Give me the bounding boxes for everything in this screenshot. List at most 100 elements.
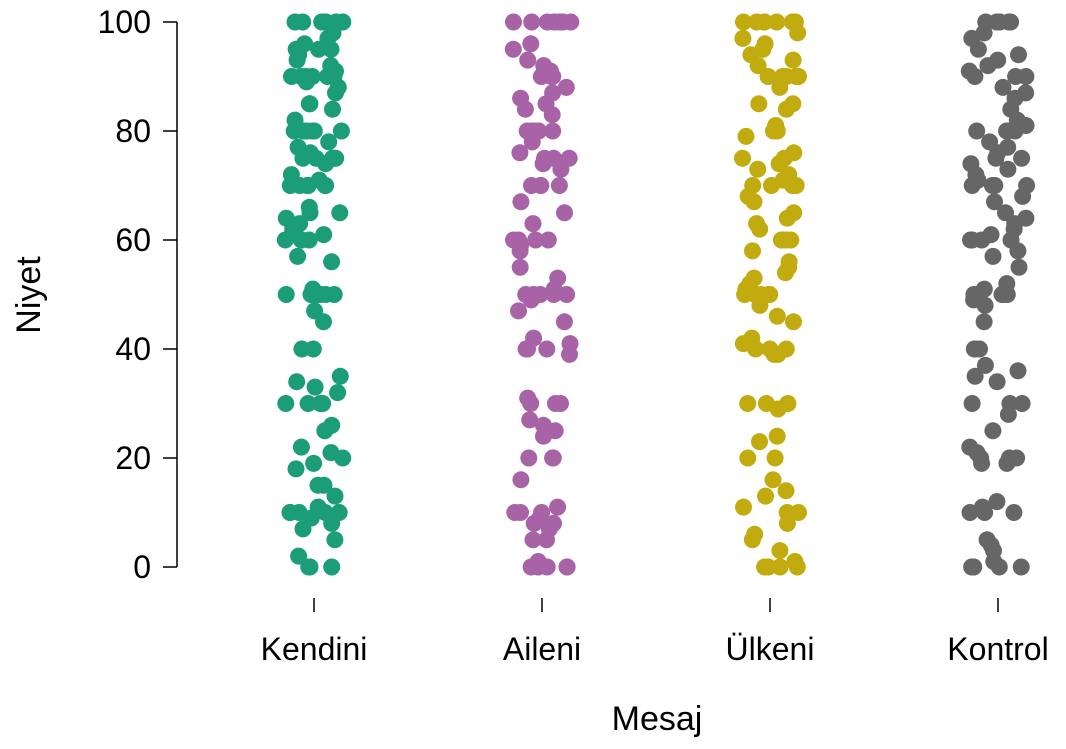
data-point xyxy=(276,231,294,249)
data-point xyxy=(334,449,352,467)
data-point xyxy=(277,395,295,412)
data-point xyxy=(519,340,536,358)
data-point xyxy=(975,313,993,331)
data-point xyxy=(998,286,1016,303)
x-tick-label: Kendini xyxy=(261,631,368,667)
y-tick-label: 100 xyxy=(98,4,151,40)
series-Kontrol xyxy=(960,13,1036,576)
data-point xyxy=(744,242,761,260)
data-point xyxy=(299,177,317,194)
data-point xyxy=(535,427,552,445)
data-point xyxy=(773,231,791,249)
data-point xyxy=(320,133,338,151)
data-point xyxy=(1010,258,1028,276)
data-point xyxy=(332,122,350,140)
data-point xyxy=(289,247,307,265)
data-point xyxy=(988,493,1006,511)
data-point xyxy=(538,13,556,31)
data-point xyxy=(331,204,349,222)
data-point xyxy=(288,51,306,69)
data-point xyxy=(770,155,788,173)
data-point xyxy=(1009,362,1027,380)
data-point xyxy=(557,78,575,96)
series-Aileni xyxy=(504,13,580,576)
data-point xyxy=(966,367,984,385)
data-point xyxy=(986,193,1003,211)
data-point xyxy=(757,487,774,505)
data-point xyxy=(987,149,1005,167)
data-point xyxy=(750,95,768,113)
data-point xyxy=(317,155,335,173)
data-point xyxy=(302,286,320,303)
data-point xyxy=(976,296,994,314)
data-point xyxy=(544,449,562,467)
data-point xyxy=(550,177,568,194)
x-tick-label: Kontrol xyxy=(947,631,1048,667)
data-point xyxy=(768,427,786,445)
data-point xyxy=(305,454,323,472)
data-point xyxy=(316,422,334,440)
data-point xyxy=(771,78,789,96)
data-point xyxy=(735,13,752,31)
data-point xyxy=(552,160,570,178)
data-point xyxy=(552,395,569,412)
data-point xyxy=(516,100,534,118)
data-point xyxy=(301,558,319,576)
data-point xyxy=(788,558,806,576)
data-point xyxy=(785,313,802,331)
data-point xyxy=(317,177,335,194)
data-point xyxy=(558,286,576,303)
data-point xyxy=(1013,149,1031,167)
data-point xyxy=(984,247,1002,265)
data-point xyxy=(778,209,796,227)
data-point xyxy=(314,395,332,412)
data-point xyxy=(735,498,752,516)
data-point xyxy=(1012,558,1030,576)
data-point xyxy=(297,73,315,91)
data-point xyxy=(743,531,761,549)
data-point xyxy=(790,68,807,85)
data-point xyxy=(1009,242,1027,260)
data-point xyxy=(736,286,754,303)
data-point xyxy=(765,122,782,140)
data-point xyxy=(784,51,802,69)
data-point xyxy=(326,487,344,505)
data-point xyxy=(294,149,312,167)
data-point xyxy=(542,68,560,85)
data-point xyxy=(771,542,789,560)
data-point xyxy=(521,411,539,429)
data-point xyxy=(979,57,997,75)
data-point xyxy=(524,215,542,233)
data-point xyxy=(777,482,795,500)
data-point xyxy=(554,13,572,31)
y-tick-label: 60 xyxy=(115,222,151,258)
data-point xyxy=(545,286,563,303)
data-point xyxy=(520,449,538,467)
data-point xyxy=(994,78,1012,96)
data-point xyxy=(984,422,1002,440)
data-point xyxy=(751,220,769,238)
x-axis: Kendini Aileni Ülkeni Kontrol xyxy=(261,598,1049,667)
data-point xyxy=(998,454,1016,472)
data-point xyxy=(999,160,1017,178)
data-point xyxy=(511,242,529,260)
data-point xyxy=(331,367,349,385)
data-point xyxy=(963,177,981,194)
data-point xyxy=(966,340,984,358)
data-point xyxy=(751,296,769,314)
y-axis: 0 20 40 60 80 100 xyxy=(98,4,178,585)
data-point xyxy=(558,558,576,576)
data-point xyxy=(329,384,347,402)
data-point xyxy=(759,68,777,85)
data-point xyxy=(511,258,529,276)
x-axis-title: Mesaj xyxy=(612,700,703,738)
data-point xyxy=(543,106,561,124)
data-point xyxy=(1006,122,1024,140)
data-point xyxy=(561,345,578,363)
data-point xyxy=(768,307,786,325)
data-point xyxy=(539,231,557,249)
data-point xyxy=(1007,68,1025,85)
data-point xyxy=(1014,187,1032,205)
data-point xyxy=(294,520,312,538)
